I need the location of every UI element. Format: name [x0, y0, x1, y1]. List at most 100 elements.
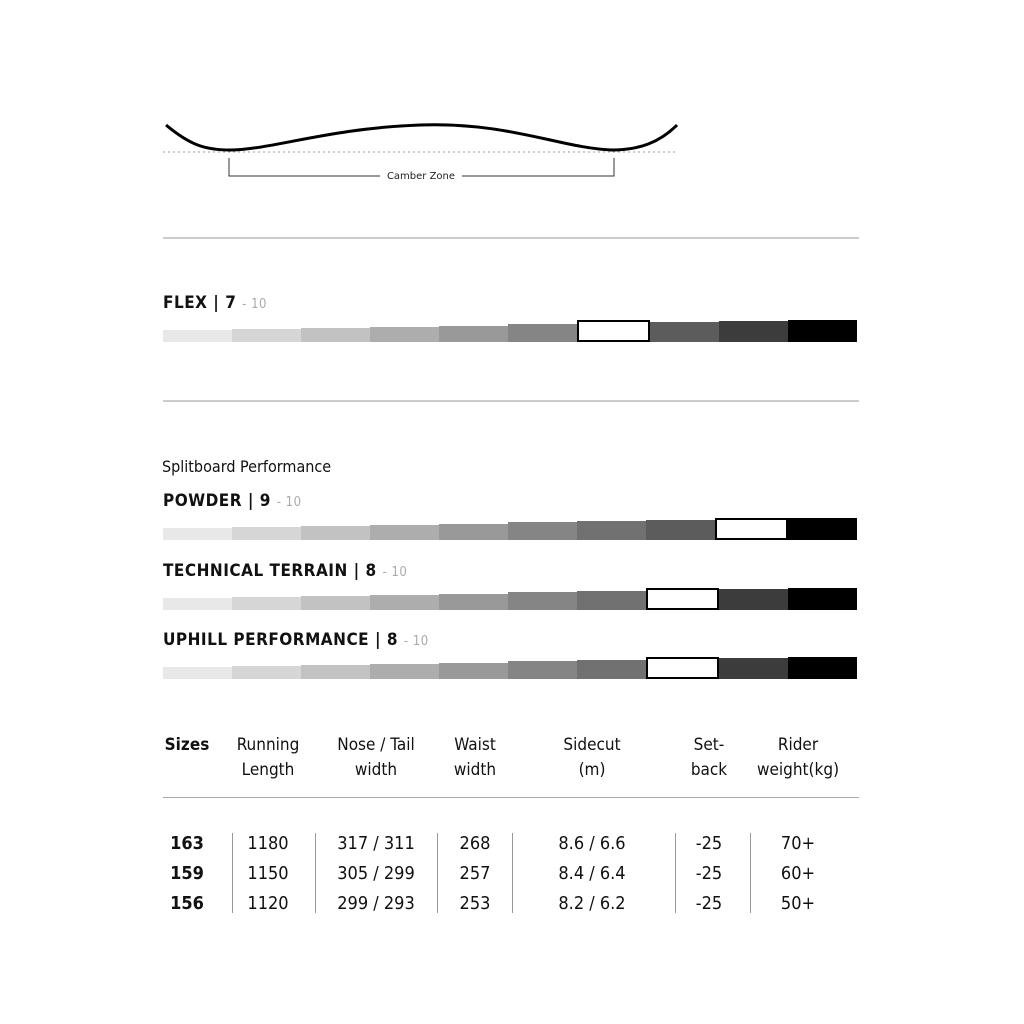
- rating-max: 10: [285, 495, 302, 510]
- scale-segment: [788, 657, 857, 679]
- table-cell: 60+: [780, 863, 816, 884]
- table-header-cell: Nose / Tail width: [316, 733, 436, 783]
- scale-segment: [577, 521, 646, 540]
- table-cell: -25: [695, 863, 723, 884]
- header-line: Sidecut: [563, 735, 621, 755]
- header-line: Waist: [454, 735, 496, 755]
- rating-value: 8: [365, 561, 377, 581]
- table-cell: 70+: [780, 833, 816, 854]
- column-separator: [512, 833, 513, 913]
- scale-segment: [508, 522, 577, 540]
- scale-segment: [301, 328, 370, 342]
- scale-segment: [719, 589, 788, 610]
- table-cell: 305 / 299: [337, 863, 415, 884]
- table-cell: 8.6 / 6.6: [558, 833, 626, 854]
- camber-profile-diagram: Camber Zone: [163, 123, 679, 182]
- table-cell: 1120: [247, 893, 289, 914]
- table-cell: 299 / 293: [337, 893, 415, 914]
- table-cell: 8.2 / 6.2: [558, 893, 626, 914]
- scale-segment: [370, 595, 439, 610]
- flex-label: FLEX | 7 - 10: [163, 293, 267, 313]
- scale-segment: [508, 324, 577, 342]
- divider: [163, 237, 859, 239]
- scale-segment: [788, 320, 857, 342]
- column-separator: [315, 833, 316, 913]
- header-line: Sizes: [164, 735, 210, 755]
- header-line: Rider: [777, 735, 819, 755]
- column-separator: [675, 833, 676, 913]
- header-line: back: [690, 760, 728, 780]
- uphill-performance-scale-bar: [163, 657, 857, 679]
- header-line: Nose / Tail: [337, 735, 415, 755]
- header-line: weight(kg): [756, 760, 840, 780]
- powder-scale-bar: [163, 518, 857, 540]
- scale-segment: [439, 524, 508, 540]
- table-header-cell: Sidecut (m): [532, 733, 652, 783]
- scale-segment: [439, 326, 508, 342]
- uphill-performance-label: UPHILL PERFORMANCE | 8 - 10: [163, 630, 429, 650]
- rating-name: TECHNICAL TERRAIN: [163, 561, 348, 581]
- scale-segment-selected: [577, 320, 650, 342]
- header-line: Length: [241, 760, 295, 780]
- flex-scale-bar: [163, 320, 857, 342]
- scale-segment: [163, 528, 232, 540]
- table-header-cell: Waist width: [415, 733, 535, 783]
- rating-max: 10: [391, 565, 408, 580]
- table-cell: 50+: [780, 893, 816, 914]
- size-cell: 159: [170, 863, 204, 884]
- table-cell: -25: [695, 833, 723, 854]
- scale-segment: [301, 596, 370, 610]
- scale-segment: [301, 526, 370, 540]
- table-cell: -25: [695, 893, 723, 914]
- column-separator: [750, 833, 751, 913]
- scale-segment-selected: [646, 588, 719, 610]
- column-separator: [232, 833, 233, 913]
- technical-terrain-label: TECHNICAL TERRAIN | 8 - 10: [163, 561, 408, 581]
- column-separator: [437, 833, 438, 913]
- table-header-cell: Rider weight(kg): [738, 733, 858, 783]
- table-header-cell: Sizes: [127, 733, 247, 758]
- scale-segment: [719, 658, 788, 679]
- scale-segment: [232, 329, 301, 342]
- scale-segment: [508, 661, 577, 679]
- rating-max: 10: [412, 634, 429, 649]
- flex-name: FLEX: [163, 293, 208, 313]
- powder-label: POWDER | 9 - 10: [163, 491, 302, 511]
- scale-segment: [788, 588, 857, 610]
- camber-zone-label: Camber Zone: [387, 171, 455, 182]
- table-cell: 253: [459, 893, 491, 914]
- table-header-cell: Set-back: [649, 733, 769, 783]
- scale-segment-selected: [646, 657, 719, 679]
- divider: [163, 400, 859, 402]
- header-line: Running: [236, 735, 300, 755]
- board-profile-curve: [165, 123, 679, 152]
- flex-value: 7: [225, 293, 237, 313]
- scale-segment: [163, 598, 232, 610]
- scale-segment: [650, 322, 719, 342]
- scale-segment: [232, 527, 301, 540]
- rating-name: POWDER: [163, 491, 243, 511]
- table-cell: 8.4 / 6.4: [558, 863, 626, 884]
- table-cell: 268: [459, 833, 491, 854]
- scale-segment: [370, 664, 439, 679]
- scale-segment: [439, 594, 508, 610]
- scale-segment: [370, 327, 439, 342]
- scale-segment: [719, 321, 788, 342]
- header-line: width: [354, 760, 398, 780]
- table-header-divider: [163, 797, 859, 798]
- section-title: Splitboard Performance: [162, 457, 332, 476]
- size-cell: 163: [170, 833, 204, 854]
- scale-segment: [788, 518, 857, 540]
- scale-segment: [163, 667, 232, 679]
- scale-segment: [577, 591, 646, 610]
- scale-segment: [232, 597, 301, 610]
- scale-segment: [301, 665, 370, 679]
- flex-max: 10: [251, 297, 267, 312]
- technical-terrain-scale-bar: [163, 588, 857, 610]
- rating-value: 9: [259, 491, 271, 511]
- table-header-cell: Running Length: [208, 733, 328, 783]
- rating-name: UPHILL PERFORMANCE: [163, 630, 370, 650]
- scale-segment: [370, 525, 439, 540]
- camber-zone-bracket: [228, 158, 615, 177]
- header-line: (m): [578, 760, 606, 780]
